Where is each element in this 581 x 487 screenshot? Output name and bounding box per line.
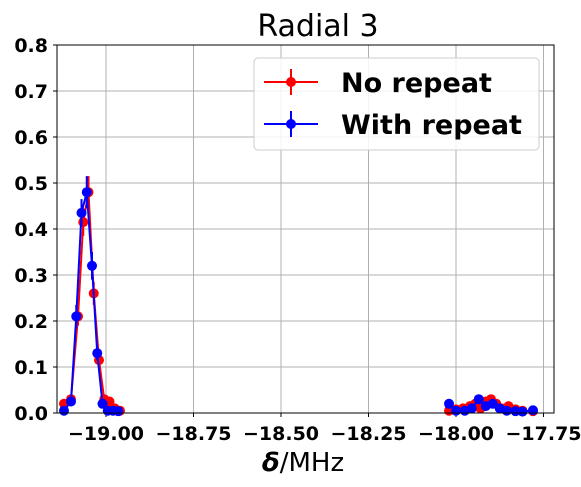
y-ticks: 0.0 0.1 0.2 0.3 0.4 0.5 0.6 0.7 0.8 xyxy=(14,35,57,425)
data-point xyxy=(97,398,108,409)
y-tick-label: 0.2 xyxy=(14,311,48,333)
legend-entry: No repeat xyxy=(264,68,492,99)
data-point xyxy=(451,405,461,416)
y-tick-label: 0.3 xyxy=(14,265,48,287)
data-point xyxy=(81,187,92,198)
data-point xyxy=(76,207,87,218)
y-tick-label: 0.6 xyxy=(14,127,48,149)
data-point xyxy=(92,348,103,359)
x-tick-label: −18.75 xyxy=(155,423,231,445)
data-point xyxy=(444,398,454,409)
legend-label: With repeat xyxy=(341,110,522,141)
data-point xyxy=(66,396,76,407)
data-point xyxy=(501,405,512,416)
legend-label: No repeat xyxy=(341,68,492,99)
data-point xyxy=(71,311,82,322)
x-axis-label: δ/MHz xyxy=(262,448,344,478)
y-tick-label: 0.1 xyxy=(14,357,48,379)
data-point xyxy=(473,394,484,405)
legend: No repeat With repeat xyxy=(253,57,540,151)
data-point xyxy=(528,405,538,416)
legend-entry: With repeat xyxy=(264,110,522,141)
x-tick-label: −18.00 xyxy=(418,423,494,445)
series-1 xyxy=(59,176,538,417)
y-tick-label: 0.4 xyxy=(14,219,48,241)
data-point xyxy=(59,405,69,416)
x-tick-label: −18.25 xyxy=(330,423,406,445)
series-layer xyxy=(59,176,538,417)
x-tick-label: −19.00 xyxy=(68,423,144,445)
y-tick-label: 0.0 xyxy=(14,403,48,425)
data-point xyxy=(517,406,528,417)
series-2 xyxy=(59,176,538,417)
data-point xyxy=(87,260,97,271)
data-point xyxy=(78,217,89,228)
data-point xyxy=(466,403,477,414)
legend-marker xyxy=(286,77,296,87)
data-point xyxy=(113,406,124,417)
chart-title: Radial 3 xyxy=(257,9,378,44)
x-tick-label: −18.50 xyxy=(243,423,319,445)
x-axis-unit: /MHz xyxy=(280,448,344,478)
y-tick-label: 0.8 xyxy=(14,35,48,57)
y-tick-label: 0.5 xyxy=(14,173,48,195)
x-tick-label: −17.75 xyxy=(505,423,581,445)
plot-frame xyxy=(56,44,555,414)
legend-box xyxy=(253,57,540,151)
y-tick-label: 0.7 xyxy=(14,81,48,103)
legend-marker xyxy=(286,119,296,129)
x-axis-symbol: δ xyxy=(262,448,280,478)
x-ticks: −19.00 −18.75 −18.50 −18.25 −18.00 −17.75 xyxy=(68,413,581,445)
